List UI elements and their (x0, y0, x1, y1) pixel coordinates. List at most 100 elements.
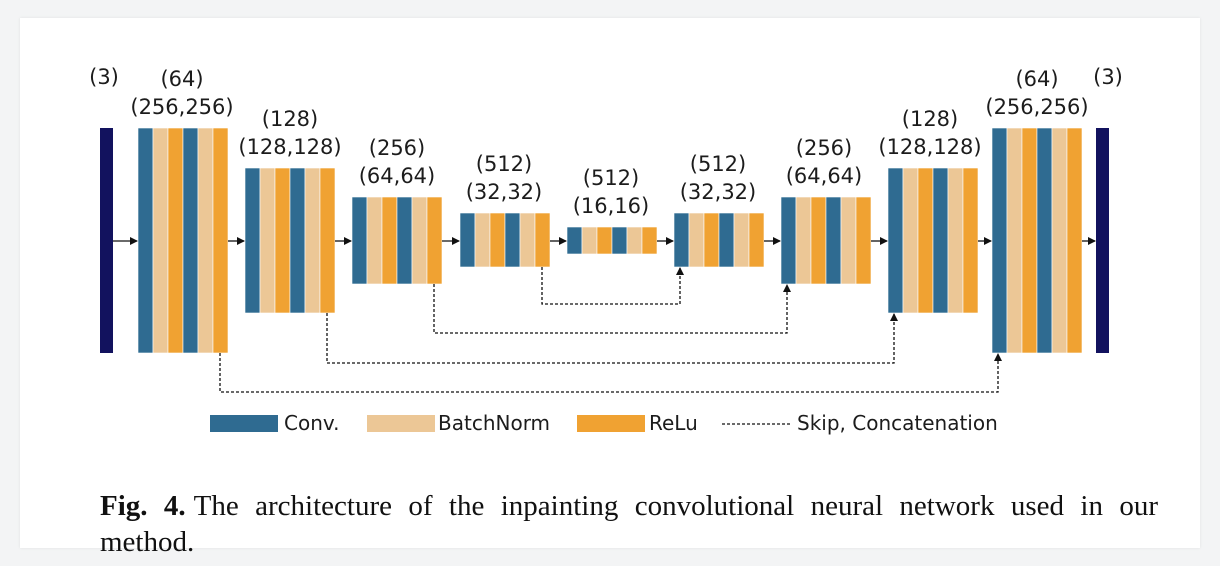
legend: Conv. BatchNorm ReLu Skip, Concatenation (210, 411, 998, 435)
stage-channels-label: (64) (160, 67, 203, 91)
conv-bar (673, 212, 690, 268)
conv-bar (780, 196, 797, 285)
conv-bar (351, 196, 368, 285)
batchnorm-bar (840, 196, 857, 285)
legend-relu-swatch (577, 415, 645, 432)
stage-8 (887, 167, 979, 314)
batchnorm-bar (474, 212, 491, 268)
stage-channels-label: (128) (262, 107, 318, 131)
figure-caption: Fig. 4. The architecture of the inpaintin… (100, 488, 1158, 560)
batchnorm-bar (626, 226, 643, 255)
blocks-layer (100, 127, 1109, 354)
stage-9 (991, 127, 1083, 354)
legend-batchnorm-label: BatchNorm (438, 411, 550, 435)
conv-bar (244, 167, 261, 314)
stage-channels-label: (512) (690, 152, 746, 176)
batchnorm-bar (1006, 127, 1023, 354)
stage-size-label: (16,16) (573, 194, 650, 218)
conv-bar (289, 167, 306, 314)
stage-channels-label: (256) (796, 136, 852, 160)
stage-10 (1096, 128, 1109, 353)
skip-connection (326, 313, 898, 364)
stage-0 (100, 128, 113, 353)
stage-channels-label: (128) (902, 107, 958, 131)
relu-bar (274, 167, 291, 314)
conv-bar (991, 127, 1008, 354)
stage-size-label: (32,32) (680, 180, 757, 204)
skip-connections-layer (219, 267, 1002, 393)
stage-6 (673, 212, 765, 268)
relu-bar (167, 127, 184, 354)
stage-size-label: (256,256) (130, 95, 233, 119)
relu-bar (534, 212, 551, 268)
stage-5 (566, 226, 658, 255)
stage-channels-label: (256) (369, 136, 425, 160)
batchnorm-bar (197, 127, 214, 354)
relu-bar (1066, 127, 1083, 354)
skip-connection (219, 353, 1002, 393)
batchnorm-bar (733, 212, 750, 268)
stage-channels-label: (64) (1015, 67, 1058, 91)
conv-bar (932, 167, 949, 314)
stage-2 (244, 167, 336, 314)
skip-connection (433, 284, 791, 334)
batchnorm-bar (1051, 127, 1068, 354)
output-layer-bar (1096, 128, 1109, 353)
batchnorm-bar (947, 167, 964, 314)
stage-channels-label: (3) (89, 65, 119, 89)
stage-labels-layer: (3) (64) (256,256) (128) (128,128) (256) (64,6… (89, 65, 1123, 218)
conv-bar (611, 226, 628, 255)
stage-channels-label: (3) (1093, 65, 1123, 89)
legend-skip-label: Skip, Concatenation (797, 411, 998, 435)
conv-bar (396, 196, 413, 285)
batchnorm-bar (259, 167, 276, 314)
legend-relu-label: ReLu (649, 411, 698, 435)
relu-bar (810, 196, 827, 285)
conv-bar (459, 212, 476, 268)
conv-bar (137, 127, 154, 354)
conv-bar (825, 196, 842, 285)
batchnorm-bar (366, 196, 383, 285)
figure-card: (3) (64) (256,256) (128) (128,128) (256) (64,6… (20, 18, 1200, 558)
conv-bar (566, 226, 583, 255)
stage-channels-label: (512) (476, 152, 532, 176)
relu-bar (212, 127, 229, 354)
conv-bar (182, 127, 199, 354)
stage-size-label: (64,64) (359, 164, 436, 188)
batchnorm-bar (411, 196, 428, 285)
conv-bar (887, 167, 904, 314)
batchnorm-bar (152, 127, 169, 354)
conv-bar (1036, 127, 1053, 354)
stage-1 (137, 127, 229, 354)
stage-size-label: (128,128) (238, 135, 341, 159)
stage-4 (459, 212, 551, 268)
stage-3 (351, 196, 443, 285)
input-layer-bar (100, 128, 113, 353)
conv-bar (718, 212, 735, 268)
batchnorm-bar (519, 212, 536, 268)
relu-bar (596, 226, 613, 255)
relu-bar (855, 196, 872, 285)
legend-batchnorm-swatch (367, 415, 435, 432)
batchnorm-bar (688, 212, 705, 268)
relu-bar (917, 167, 934, 314)
legend-conv-label: Conv. (284, 411, 340, 435)
batchnorm-bar (902, 167, 919, 314)
relu-bar (1021, 127, 1038, 354)
caption-text: The architecture of the inpainting convo… (100, 490, 1158, 558)
stage-size-label: (256,256) (985, 95, 1088, 119)
stage-size-label: (32,32) (466, 180, 543, 204)
stage-7 (780, 196, 872, 285)
skip-connection (541, 267, 684, 305)
stage-size-label: (128,128) (878, 135, 981, 159)
conv-bar (504, 212, 521, 268)
stage-size-label: (64,64) (786, 164, 863, 188)
relu-bar (381, 196, 398, 285)
unet-architecture-diagram: (3) (64) (256,256) (128) (128,128) (256) (64,6… (89, 65, 1123, 435)
batchnorm-bar (795, 196, 812, 285)
relu-bar (703, 212, 720, 268)
batchnorm-bar (304, 167, 321, 314)
relu-bar (319, 167, 336, 314)
caption-fig-number: Fig. 4. (100, 490, 186, 522)
relu-bar (641, 226, 658, 255)
